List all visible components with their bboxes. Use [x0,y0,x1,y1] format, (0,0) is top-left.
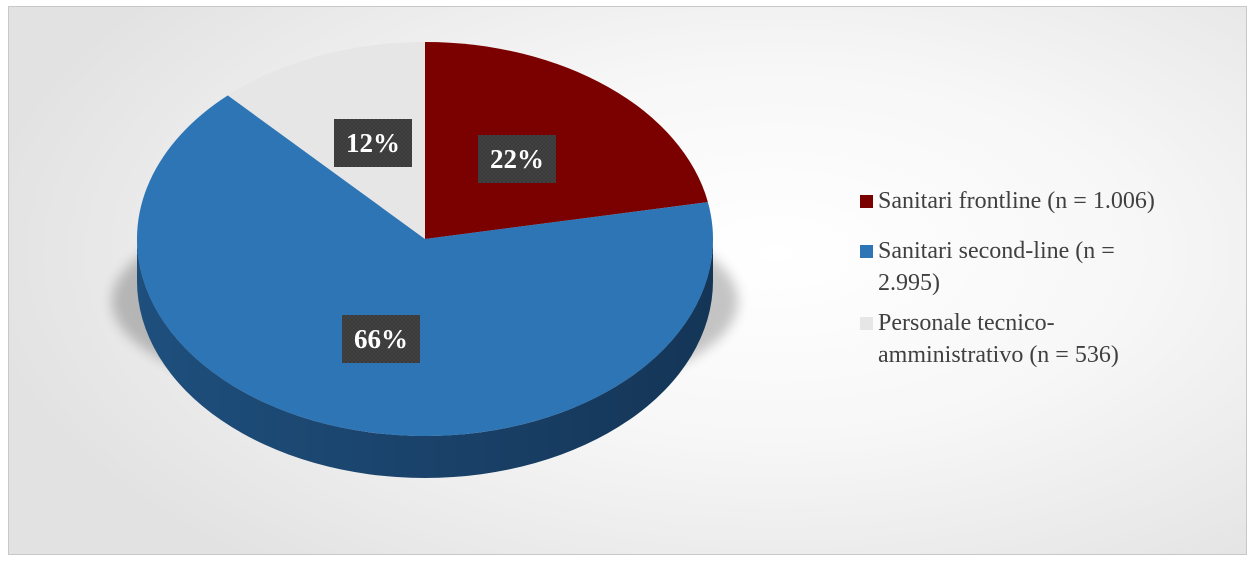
legend-label: Personale tecnico-amministrativo (n = 53… [878,307,1119,371]
data-label-1: 66% [342,315,420,363]
data-label-text: 66% [354,324,408,354]
legend-swatch [860,245,873,258]
legend-label-line: Sanitari frontline (n = 1.006) [878,188,1155,214]
legend-swatch [860,317,873,330]
legend-label-line: Personale tecnico- [878,310,1055,336]
data-label-text: 12% [346,128,400,158]
legend-item: Sanitari frontline (n = 1.006) [860,185,1240,217]
legend-swatch [860,195,873,208]
data-label-2: 12% [334,119,412,167]
pie-chart: 22% 66% 12% [112,42,738,478]
legend-label-line: amministrativo (n = 536) [878,342,1119,368]
data-label-box [478,135,556,183]
chart-area: 22% 66% 12% Sanitari frontline (n = 1.006)… [8,6,1247,555]
pie-slice-2 [227,42,425,239]
legend-label: Sanitari frontline (n = 1.006) [878,185,1155,217]
legend-label-line: 2.995) [878,270,940,296]
pie-side-1 [137,239,713,478]
data-label-0: 22% [478,135,556,183]
legend-item: Personale tecnico-amministrativo (n = 53… [860,307,1240,371]
legend-label: Sanitari second-line (n = 2.995) [878,235,1115,299]
data-label-box [342,315,420,363]
legend-label-line: Sanitari second-line (n = [878,238,1115,264]
data-label-text: 22% [490,144,544,174]
pie-slice-1 [137,95,714,437]
pie-slice-0 [425,42,708,239]
data-label-box [334,119,412,167]
chart-legend: Sanitari frontline (n = 1.006) Sanitari s… [860,185,1240,389]
legend-item: Sanitari second-line (n = 2.995) [860,235,1240,299]
